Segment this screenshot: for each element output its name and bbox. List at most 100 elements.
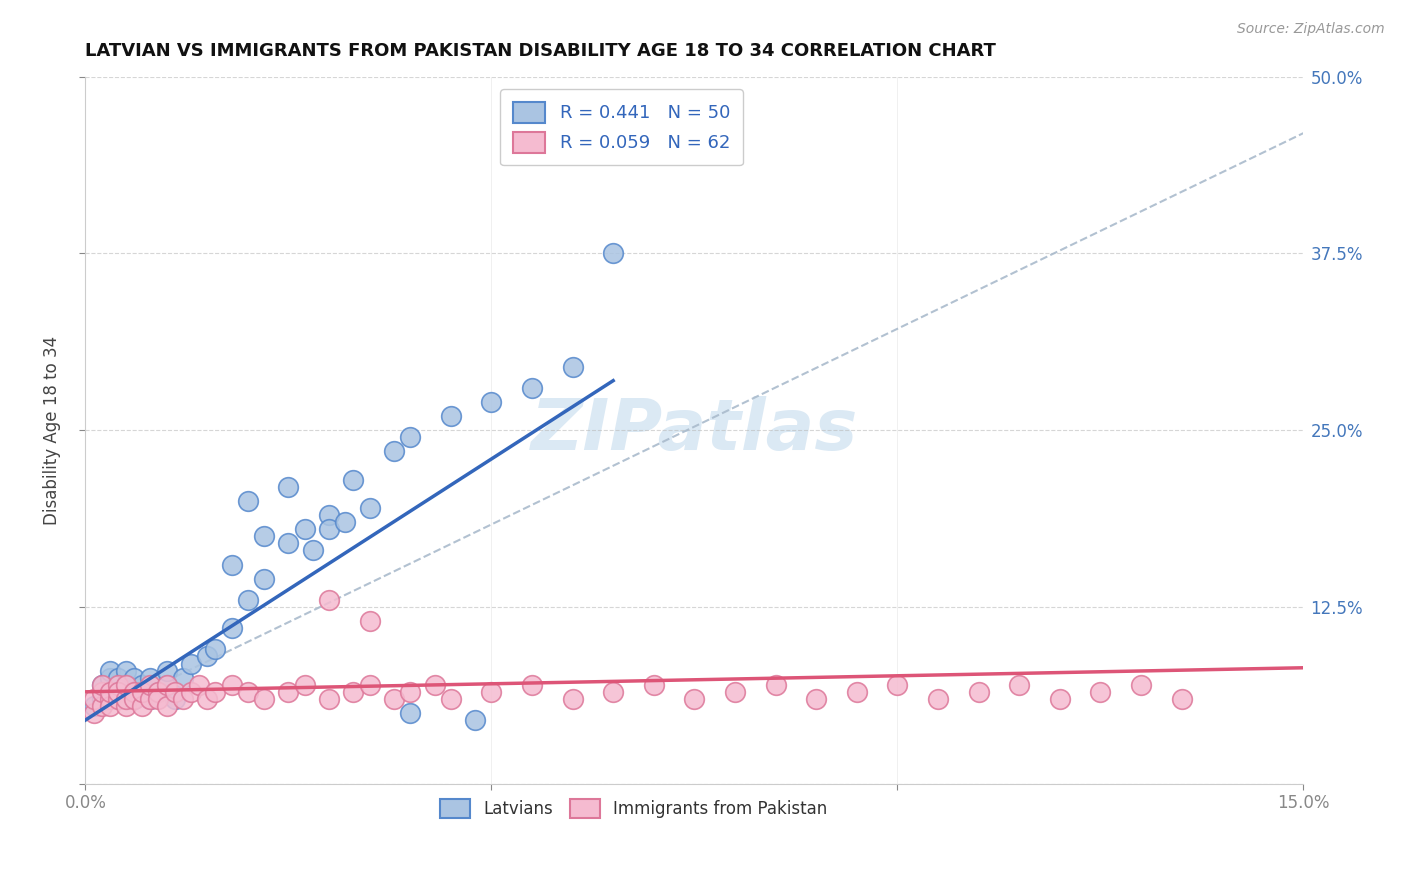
Point (318, 522, 340, 536)
Point (122, 691, 145, 706)
Point (90, 698, 112, 713)
Point (180, 685, 202, 699)
Point (90, 678, 112, 692)
Point (382, 691, 405, 706)
Point (139, 671, 162, 685)
Point (561, 359, 583, 374)
Point (163, 685, 186, 699)
Point (1170, 691, 1192, 706)
Point (107, 671, 129, 685)
Point (253, 529, 276, 543)
Point (464, 713, 486, 727)
Point (318, 593, 340, 607)
Point (107, 678, 129, 692)
Point (221, 678, 243, 692)
Point (107, 678, 129, 692)
Point (98, 664, 121, 678)
Point (131, 678, 153, 692)
Point (479, 685, 502, 699)
Point (90, 678, 112, 692)
Point (148, 685, 170, 699)
Point (107, 691, 129, 706)
Point (845, 685, 868, 699)
Text: Source: ZipAtlas.com: Source: ZipAtlas.com (1237, 22, 1385, 37)
Point (765, 678, 787, 692)
Point (1129, 678, 1152, 692)
Point (221, 621, 243, 635)
Point (83, 698, 105, 713)
Point (122, 671, 145, 685)
Point (115, 678, 138, 692)
Point (253, 572, 276, 586)
Point (131, 698, 153, 713)
Point (440, 691, 463, 706)
Point (172, 671, 194, 685)
Point (107, 691, 129, 706)
Point (294, 522, 316, 536)
Point (277, 536, 299, 550)
Point (342, 685, 364, 699)
Point (195, 649, 218, 664)
Point (318, 508, 340, 522)
Point (423, 678, 446, 692)
Point (131, 685, 153, 699)
Text: LATVIAN VS IMMIGRANTS FROM PAKISTAN DISABILITY AGE 18 TO 34 CORRELATION CHART: LATVIAN VS IMMIGRANTS FROM PAKISTAN DISA… (86, 42, 997, 60)
Point (156, 678, 179, 692)
Point (131, 685, 153, 699)
Text: ZIPatlas: ZIPatlas (530, 396, 858, 465)
Point (188, 678, 211, 692)
Point (520, 678, 543, 692)
Point (98, 685, 121, 699)
Point (156, 698, 179, 713)
Point (683, 691, 706, 706)
Point (148, 691, 170, 706)
Point (1008, 678, 1031, 692)
Point (221, 558, 243, 572)
Point (98, 685, 121, 699)
Point (115, 698, 138, 713)
Point (195, 691, 218, 706)
Point (107, 685, 129, 699)
Point (724, 685, 747, 699)
Point (139, 691, 162, 706)
Point (236, 593, 259, 607)
Point (277, 480, 299, 494)
Point (83, 691, 105, 706)
Point (122, 691, 145, 706)
Point (204, 685, 226, 699)
Point (318, 691, 340, 706)
Point (602, 246, 624, 260)
Point (561, 691, 583, 706)
Point (301, 543, 323, 558)
Point (277, 685, 299, 699)
Point (382, 444, 405, 458)
Point (236, 685, 259, 699)
Point (359, 500, 381, 515)
Point (98, 698, 121, 713)
Point (927, 691, 949, 706)
Point (98, 671, 121, 685)
Point (139, 678, 162, 692)
Point (479, 395, 502, 409)
Point (335, 515, 357, 529)
Point (156, 664, 179, 678)
Point (359, 678, 381, 692)
Point (886, 678, 908, 692)
Point (90, 685, 112, 699)
Point (148, 685, 170, 699)
Point (122, 685, 145, 699)
Point (83, 706, 105, 720)
Point (440, 409, 463, 423)
Y-axis label: Disability Age 18 to 34: Disability Age 18 to 34 (44, 335, 60, 524)
Point (602, 685, 624, 699)
Point (359, 614, 381, 628)
Point (253, 691, 276, 706)
Point (115, 685, 138, 699)
Point (399, 685, 422, 699)
Point (204, 642, 226, 657)
Point (1049, 691, 1071, 706)
Legend: Latvians, Immigrants from Pakistan: Latvians, Immigrants from Pakistan (433, 792, 834, 825)
Point (90, 691, 112, 706)
Point (804, 691, 827, 706)
Point (139, 691, 162, 706)
